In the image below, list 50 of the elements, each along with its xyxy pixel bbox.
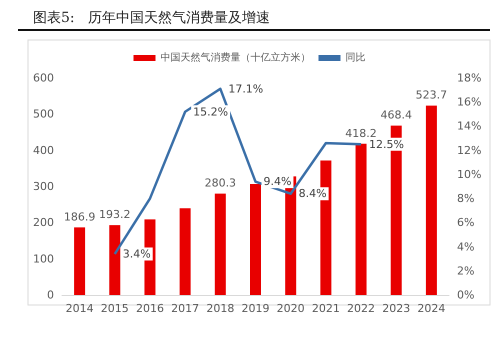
bar [356,144,367,295]
data-label: 9.4% [264,175,292,188]
y-tick-label: 300 [33,180,54,193]
y2-tick-label: 0% [457,288,474,302]
data-label: 193.2 [99,208,131,222]
x-tick-label: 2024 [417,302,446,315]
data-label: 523.7 [416,88,448,102]
y2-tick-label: 8% [457,192,474,206]
legend-label: 同比 [346,52,366,64]
y-tick-label: 500 [33,108,54,121]
x-tick-label: 2016 [136,302,164,315]
data-label: 468.4 [380,108,412,122]
y2-tick-label: 14% [457,120,482,133]
bar [109,225,120,295]
x-tick-label: 2020 [276,302,305,315]
y2-tick-label: 10% [457,168,482,181]
x-tick-label: 2019 [242,302,270,315]
y2-tick-label: 12% [457,144,482,157]
bar [250,184,261,295]
y-tick-label: 200 [33,216,54,230]
x-tick-label: 2021 [312,302,340,315]
x-tick-label: 2017 [171,302,200,315]
y-tick-label: 600 [33,72,54,84]
bar [214,194,226,295]
data-label: 15.2% [193,105,228,118]
y2-tick-label: 16% [457,96,482,109]
bar [180,208,191,295]
x-tick-label: 2023 [382,302,410,315]
x-tick-label: 2014 [66,302,94,315]
x-tick-label: 2022 [347,302,376,315]
legend-label: 中国天然气消费量（十亿立方米） [160,52,310,64]
data-label: 3.4% [122,248,151,261]
data-label: 186.9 [64,210,96,224]
y-tick-label: 100 [33,252,54,266]
y2-tick-label: 18% [457,72,482,84]
bar [74,227,86,295]
data-label: 17.1% [228,82,264,96]
chart-title: 图表5: 历年中国天然气消费量及增速 [33,10,270,26]
bar [426,106,437,295]
y-tick-label: 400 [33,144,54,157]
data-label: 418.2 [345,126,377,140]
x-tick-label: 2015 [100,302,129,315]
y2-tick-label: 6% [457,216,474,230]
x-tick-label: 2018 [206,302,234,315]
data-label: 8.4% [298,187,327,200]
data-label: 12.5% [369,138,404,151]
data-label: 280.3 [204,176,236,190]
y-tick-label: 0 [47,288,54,302]
y2-tick-label: 4% [457,240,474,254]
y2-tick-label: 2% [457,264,474,278]
